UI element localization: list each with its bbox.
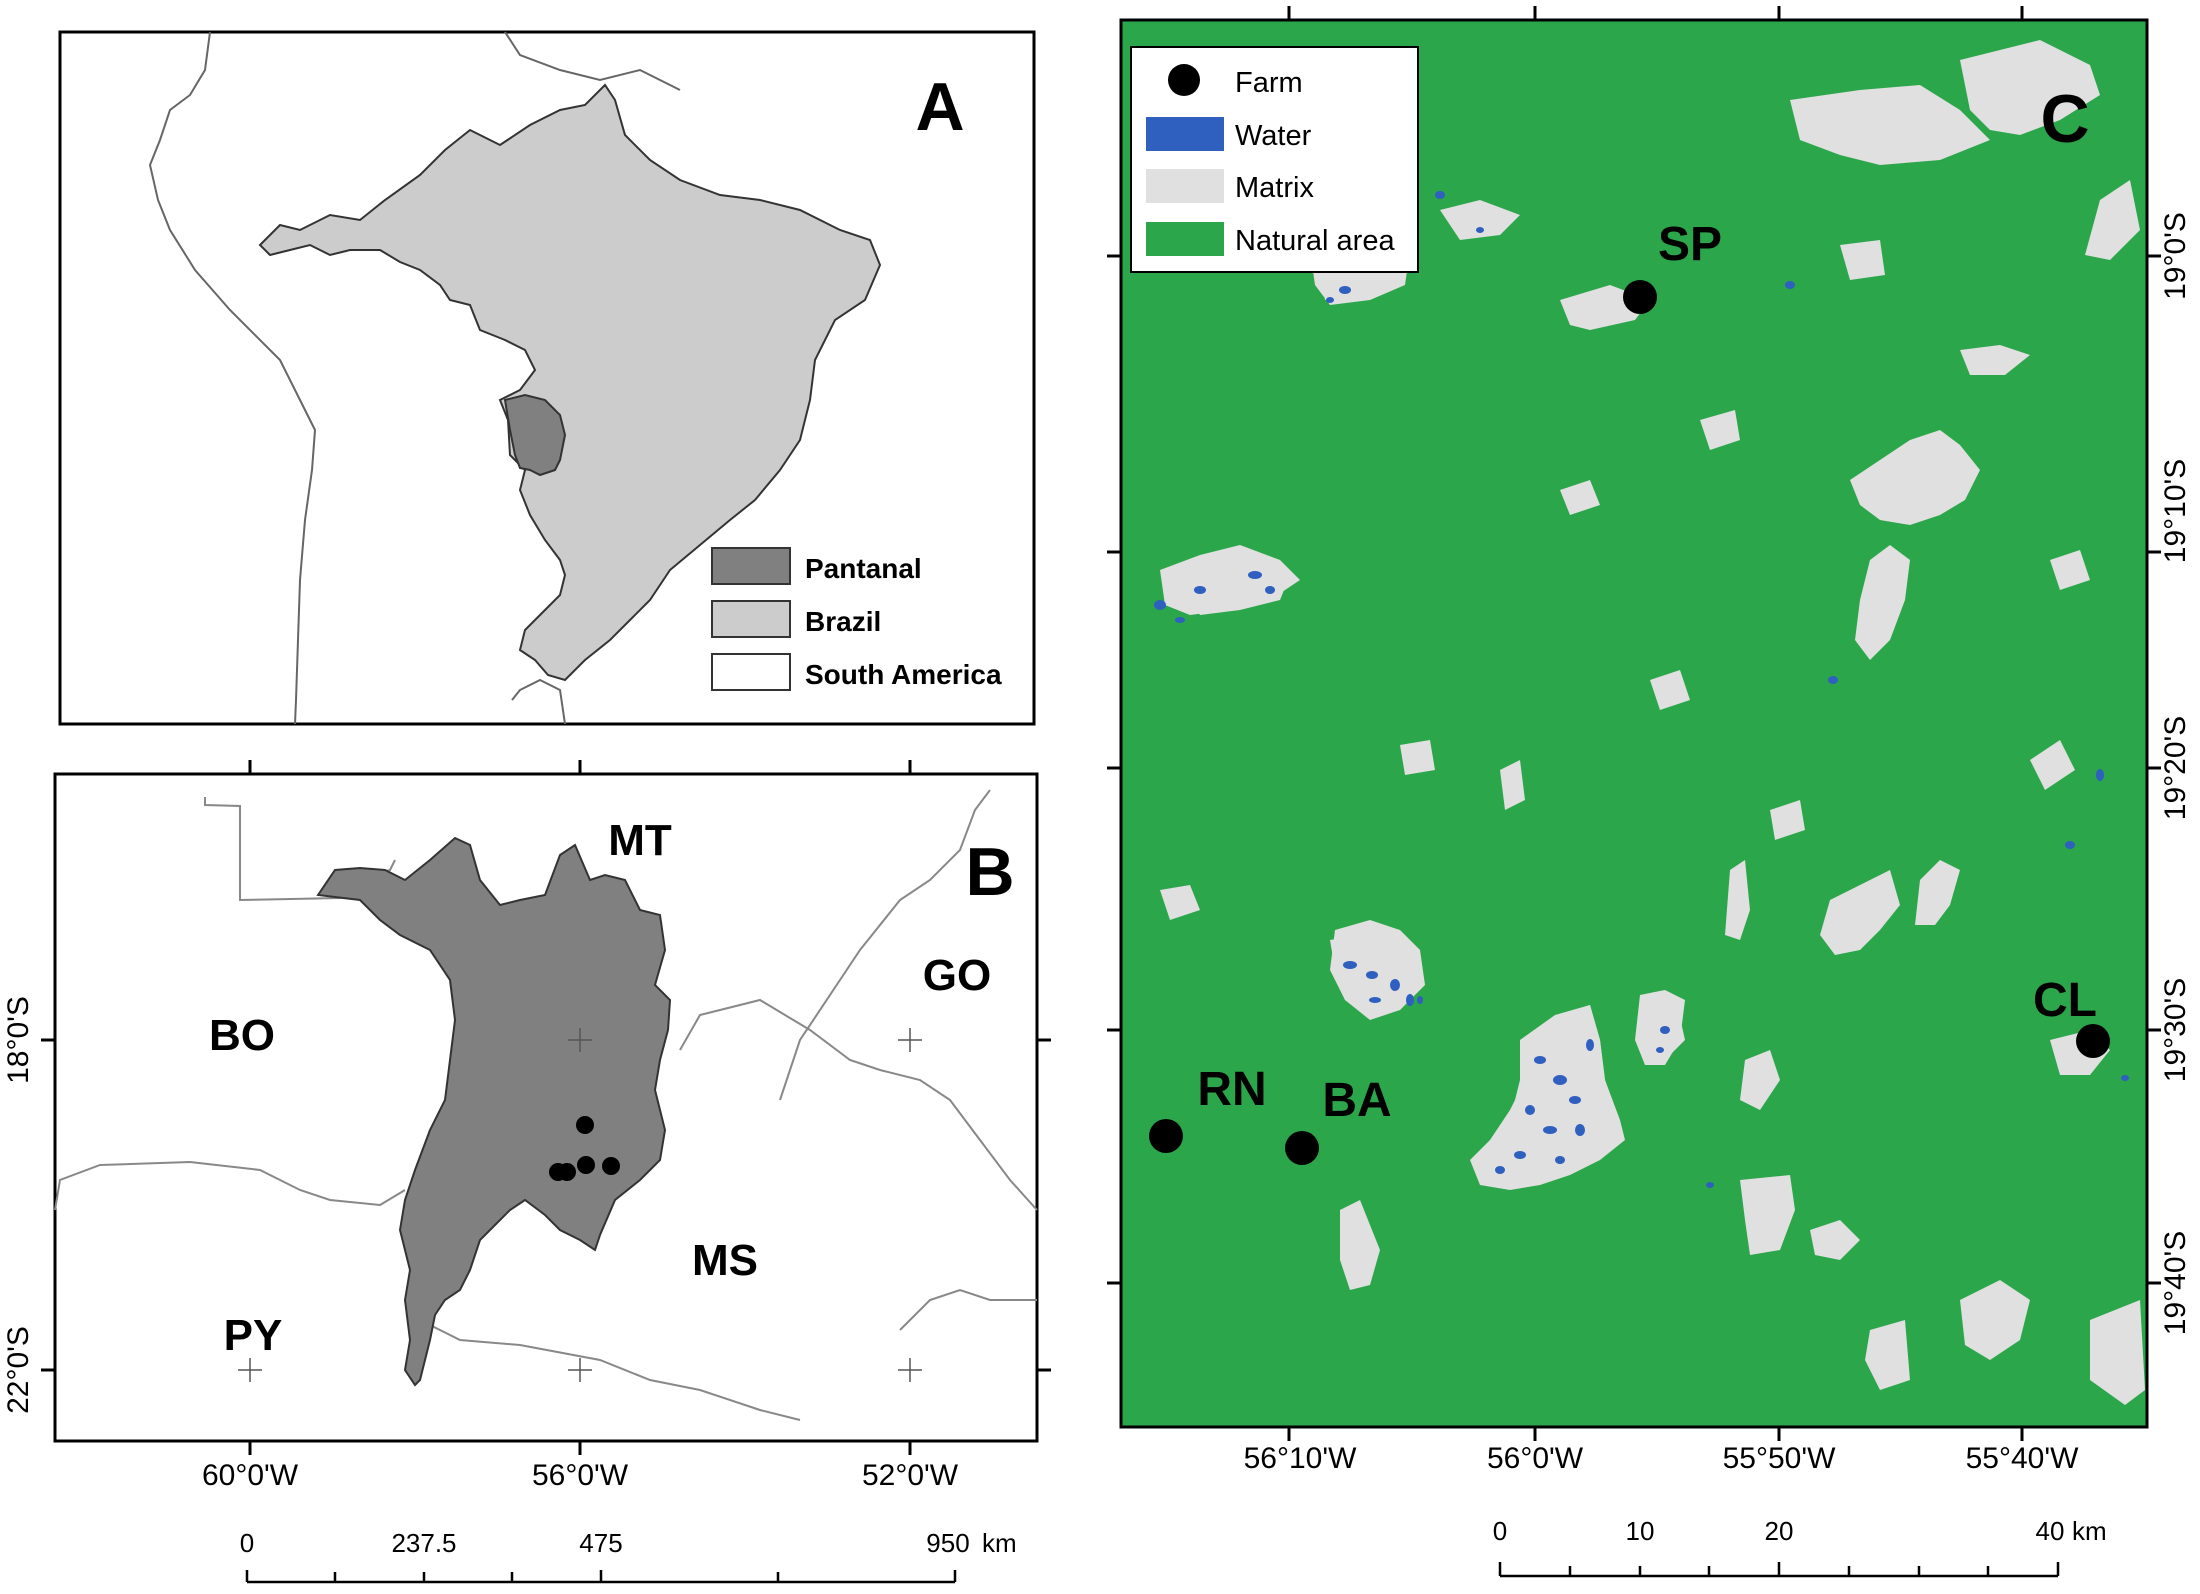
farm-point-ba: [1285, 1131, 1319, 1165]
panel-c-lat-label-2: 19°10'S: [2159, 459, 2192, 563]
panel-b-scale-tick-1: 237.5: [391, 1528, 456, 1558]
panel-c-ticks: [1107, 6, 2161, 1441]
panel-c-lat-label-3: 19°20'S: [2159, 716, 2192, 820]
panel-a: A Pantanal Brazil South America: [58, 30, 1036, 726]
panel-c-scale-tick-2: 20: [1765, 1516, 1794, 1546]
panel-c-lon-label-1: 56°10'W: [1244, 1442, 1357, 1475]
panel-b-graticule: [238, 1028, 922, 1382]
panel-c: SP RN BA CL Farm Water Matrix Natural ar…: [1107, 6, 2192, 1578]
panel-c-scale-tick-0: 0: [1493, 1516, 1507, 1546]
legend-label-natural-area: Natural area: [1235, 225, 1395, 257]
panel-b-lon-label-1: 60°0'W: [202, 1459, 299, 1492]
region-label-go: GO: [923, 951, 991, 1000]
water-bodies: [1154, 191, 2129, 1188]
panel-b-scale-tick-3: 950: [926, 1528, 969, 1558]
farm-dot-b-5: [576, 1116, 594, 1134]
wetland-patch-3: [1180, 555, 1290, 615]
panel-c-scale-bar: 0 10 20 40 km: [1493, 1516, 2107, 1578]
panel-c-letter: C: [2040, 81, 2089, 157]
panel-b-scale-bar: 0 237.5 475 950 km: [240, 1528, 1017, 1584]
region-label-bo: BO: [209, 1011, 275, 1060]
panel-c-scale-tick-1: 10: [1626, 1516, 1655, 1546]
legend-swatch-south-america: [711, 653, 791, 691]
legend-farm-dot: [1168, 64, 1200, 96]
panel-c-scale-unit: km: [2072, 1516, 2107, 1546]
farm-point-rn: [1149, 1119, 1183, 1153]
legend-label-south-america: South America: [805, 659, 1002, 690]
legend-swatch-water: [1146, 117, 1224, 151]
panel-c-scale-tick-3: 40: [2036, 1516, 2065, 1546]
region-label-mt: MT: [608, 816, 672, 865]
pantanal-shape-a: [503, 393, 567, 477]
panel-b-lat-label-1: 18°0'S: [2, 996, 35, 1084]
legend-label-farm: Farm: [1235, 67, 1303, 99]
panel-b-lon-label-2: 56°0'W: [532, 1459, 629, 1492]
panel-a-legend: Pantanal Brazil South America: [711, 547, 1002, 691]
wetland-patch-2: [1480, 1005, 1615, 1185]
panel-c-legend: Farm Water Matrix Natural area: [1130, 46, 1419, 273]
panel-b-ticks: [41, 760, 1051, 1455]
farm-dot-b-1: [577, 1156, 595, 1174]
farm-points: [1149, 280, 2110, 1165]
legend-swatch-pantanal: [711, 547, 791, 585]
panel-c-lat-label-1: 19°0'S: [2159, 212, 2192, 300]
panel-b-scale-unit: km: [982, 1528, 1017, 1558]
legend-label-matrix: Matrix: [1235, 172, 1314, 204]
legend-swatch-natural-area: [1146, 222, 1224, 256]
legend-label-water: Water: [1235, 120, 1312, 152]
panel-a-letter: A: [915, 69, 964, 145]
panel-c-lat-label-4: 19°30'S: [2159, 978, 2192, 1082]
region-label-ms: MS: [692, 1236, 758, 1285]
farm-label-sp: SP: [1658, 218, 1722, 271]
farm-label-ba: BA: [1322, 1074, 1391, 1127]
farm-point-sp: [1623, 280, 1657, 314]
panel-c-lon-label-2: 56°0'W: [1487, 1442, 1584, 1475]
panel-b: MT BO GO MS PY B 18°0'S 22°0'S 60°0'W 56…: [2, 760, 1051, 1584]
panel-b-scale-tick-0: 0: [240, 1528, 254, 1558]
panel-c-lon-label-3: 55°50'W: [1723, 1442, 1836, 1475]
legend-swatch-brazil: [711, 600, 791, 638]
panel-b-lat-label-2: 22°0'S: [2, 1326, 35, 1414]
farm-point-cl: [2076, 1024, 2110, 1058]
panel-c-lat-label-5: 19°40'S: [2159, 1231, 2192, 1335]
legend-label-brazil: Brazil: [805, 606, 881, 637]
state-borders: [54, 789, 1038, 1421]
panel-b-scale-tick-2: 475: [579, 1528, 622, 1558]
panel-b-lon-label-3: 52°0'W: [862, 1459, 959, 1492]
south-america-east-outline: [504, 31, 681, 725]
brazil-shape: [258, 83, 882, 682]
legend-label-pantanal: Pantanal: [805, 553, 922, 584]
panel-c-lon-label-4: 55°40'W: [1966, 1442, 2079, 1475]
farm-label-cl: CL: [2033, 974, 2097, 1027]
farm-label-rn: RN: [1197, 1063, 1266, 1116]
farm-dot-b-3: [558, 1163, 576, 1181]
pantanal-shape-b: [316, 836, 672, 1387]
region-label-py: PY: [224, 1311, 283, 1360]
south-america-outline: [148, 31, 317, 725]
panel-b-letter: B: [965, 834, 1014, 910]
farm-dot-b-4: [602, 1157, 620, 1175]
legend-swatch-matrix: [1146, 169, 1224, 203]
